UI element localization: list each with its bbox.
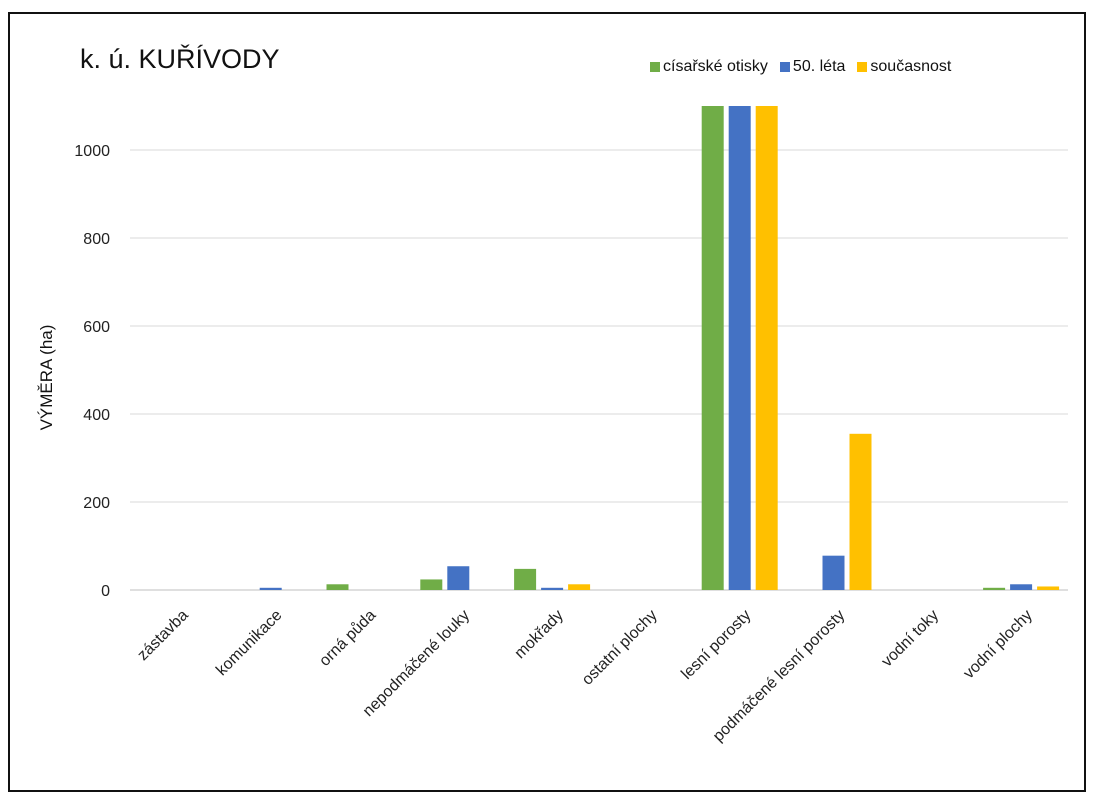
legend: císařské otisky 50. léta současnost: [650, 58, 951, 76]
x-tick-label: vodní toky: [879, 607, 943, 671]
bar-6-1: [728, 106, 751, 590]
bar-1-1: [259, 587, 282, 590]
chart-frame: [8, 12, 1086, 792]
bar-6-2: [755, 106, 778, 590]
bar-9-2: [1037, 586, 1060, 590]
legend-swatch-soucasnost: [857, 62, 868, 72]
bar-4-0: [514, 568, 537, 590]
y-tick-label: 200: [83, 495, 110, 512]
bar-4-1: [541, 587, 564, 590]
y-tick-label: 1000: [74, 143, 110, 160]
x-tick-label: nepodmáčené louky: [360, 607, 473, 720]
bar-6-0: [701, 106, 724, 590]
y-tick-label: 800: [83, 231, 110, 248]
x-tick-label: komunikace: [213, 607, 285, 679]
x-tick-label: orná půda: [316, 606, 380, 670]
bar-7-2: [849, 433, 872, 590]
y-axis-label: VÝMĚRA (ha): [37, 325, 56, 431]
bar-9-0: [983, 587, 1006, 590]
legend-label-50-leta: 50. léta: [792, 58, 846, 75]
bar-2-0: [326, 584, 349, 590]
chart-title: k. ú. KUŘÍVODY: [80, 44, 280, 74]
x-tick-label: ostatní plochy: [579, 607, 661, 689]
y-tick-label: 600: [83, 319, 110, 336]
bar-7-1: [822, 555, 845, 590]
bar-3-0: [420, 579, 443, 590]
legend-swatch-50-leta: [779, 62, 790, 72]
bar-9-1: [1010, 584, 1033, 590]
x-tick-label: mokřady: [512, 607, 567, 662]
y-tick-label: 0: [101, 583, 110, 600]
legend-item-cisarske-otisky: císařské otisky: [650, 58, 768, 76]
legend-swatch-cisarske-otisky: [650, 62, 660, 72]
legend-label-cisarske-otisky: císařské otisky: [663, 58, 768, 75]
legend-item-soucasnost: současnost: [857, 58, 951, 76]
bar-4-2: [568, 584, 591, 590]
y-tick-label: 400: [83, 407, 110, 424]
legend-label-soucasnost: současnost: [870, 58, 952, 75]
x-tick-label: lesní porosty: [678, 607, 754, 683]
legend-item-50-leta: 50. léta: [779, 58, 846, 76]
bar-3-1: [447, 566, 470, 590]
x-tick-label: vodní plochy: [960, 607, 1036, 683]
x-tick-label: zástavba: [134, 607, 191, 664]
